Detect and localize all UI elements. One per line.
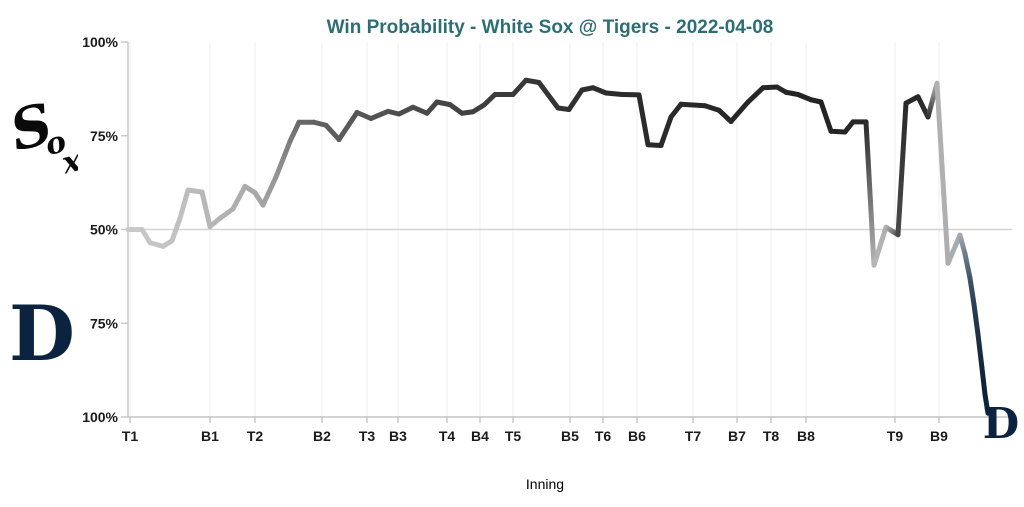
y-tick-label: 100% bbox=[82, 34, 118, 50]
wp-segment bbox=[177, 187, 191, 221]
y-tick-labels: 100% 75% 50% 75% 100% bbox=[82, 34, 128, 425]
x-tick-label: B9 bbox=[930, 428, 948, 444]
tigers-end-marker-icon: D bbox=[983, 399, 1019, 448]
wp-segment bbox=[716, 107, 734, 124]
wp-segment bbox=[967, 275, 977, 307]
x-tick-label: T8 bbox=[763, 428, 780, 444]
wp-segment bbox=[566, 87, 585, 112]
wp-segment bbox=[658, 114, 674, 148]
wp-segment bbox=[354, 110, 374, 121]
x-tick-label: T9 bbox=[887, 428, 904, 444]
wp-segment bbox=[169, 215, 183, 244]
wp-segment bbox=[982, 392, 991, 416]
wp-segment bbox=[863, 119, 877, 268]
wp-segment bbox=[636, 92, 651, 148]
wp-segment bbox=[217, 206, 236, 221]
y-tick-label: 75% bbox=[90, 315, 119, 331]
x-tick-label: B6 bbox=[628, 428, 646, 444]
x-tick-label: T1 bbox=[122, 428, 139, 444]
wp-segment bbox=[199, 189, 213, 229]
x-tick-labels: T1 B1 T2 B2 T3 B3 T4 B4 T5 B5 T6 B6 T7 B7 T8 B8 T9 B9 bbox=[122, 417, 948, 444]
wp-segment bbox=[871, 224, 889, 268]
wp-segment bbox=[895, 100, 909, 238]
wp-segment bbox=[139, 227, 153, 246]
wp-segment bbox=[336, 110, 360, 142]
wp-segment bbox=[678, 101, 708, 109]
wp-segment bbox=[962, 251, 973, 281]
wp-segment bbox=[410, 104, 430, 116]
wp-segment bbox=[287, 119, 302, 144]
x-tick-label: B5 bbox=[561, 428, 579, 444]
y-tick-label: 100% bbox=[82, 409, 118, 425]
wp-segment bbox=[396, 104, 416, 117]
x-tick-label: T2 bbox=[247, 428, 264, 444]
wp-segment bbox=[273, 138, 293, 180]
wp-segment bbox=[368, 108, 391, 121]
wp-segment bbox=[536, 80, 561, 111]
wp-segment bbox=[818, 99, 834, 134]
wp-segment bbox=[979, 365, 988, 397]
x-tick-label: B4 bbox=[471, 428, 489, 444]
wp-segment bbox=[975, 332, 985, 371]
wp-segment bbox=[481, 92, 498, 108]
x-axis-label: Inning bbox=[525, 476, 565, 492]
wp-segment bbox=[934, 80, 951, 266]
x-tick-label: B7 bbox=[728, 428, 746, 444]
wp-segment bbox=[424, 99, 440, 116]
x-tick-label: T5 bbox=[505, 428, 522, 444]
wp-segment bbox=[745, 85, 766, 105]
win-probability-line bbox=[125, 77, 991, 416]
wp-segment bbox=[957, 232, 968, 257]
x-tick-label: T6 bbox=[595, 428, 612, 444]
wp-segment bbox=[668, 101, 684, 120]
x-tick-label: B3 bbox=[389, 428, 407, 444]
wp-segment bbox=[603, 90, 625, 97]
wp-segment bbox=[728, 99, 751, 124]
chart-title: Win Probability - White Sox @ Tigers - 2… bbox=[326, 17, 774, 38]
wp-segment bbox=[971, 302, 981, 337]
x-tick-label: B2 bbox=[313, 428, 331, 444]
tigers-logo-icon: D bbox=[9, 289, 75, 378]
wp-segment bbox=[510, 77, 529, 97]
y-tick-label: 50% bbox=[90, 222, 119, 238]
x-tick-label: B1 bbox=[201, 428, 219, 444]
tigers-logo: D bbox=[9, 288, 75, 380]
wp-segment bbox=[323, 122, 342, 142]
x-tick-label: B8 bbox=[797, 428, 815, 444]
x-tick-label: T4 bbox=[439, 428, 456, 444]
y-tick-label: 75% bbox=[90, 128, 119, 144]
wp-segment bbox=[230, 183, 248, 212]
wp-segment bbox=[260, 174, 279, 208]
gridlines bbox=[128, 42, 1012, 417]
tigers-d-lettering: D bbox=[10, 289, 74, 378]
x-tick-label: T7 bbox=[685, 428, 702, 444]
wp-segment bbox=[945, 232, 963, 266]
x-tick-label: T3 bbox=[359, 428, 376, 444]
